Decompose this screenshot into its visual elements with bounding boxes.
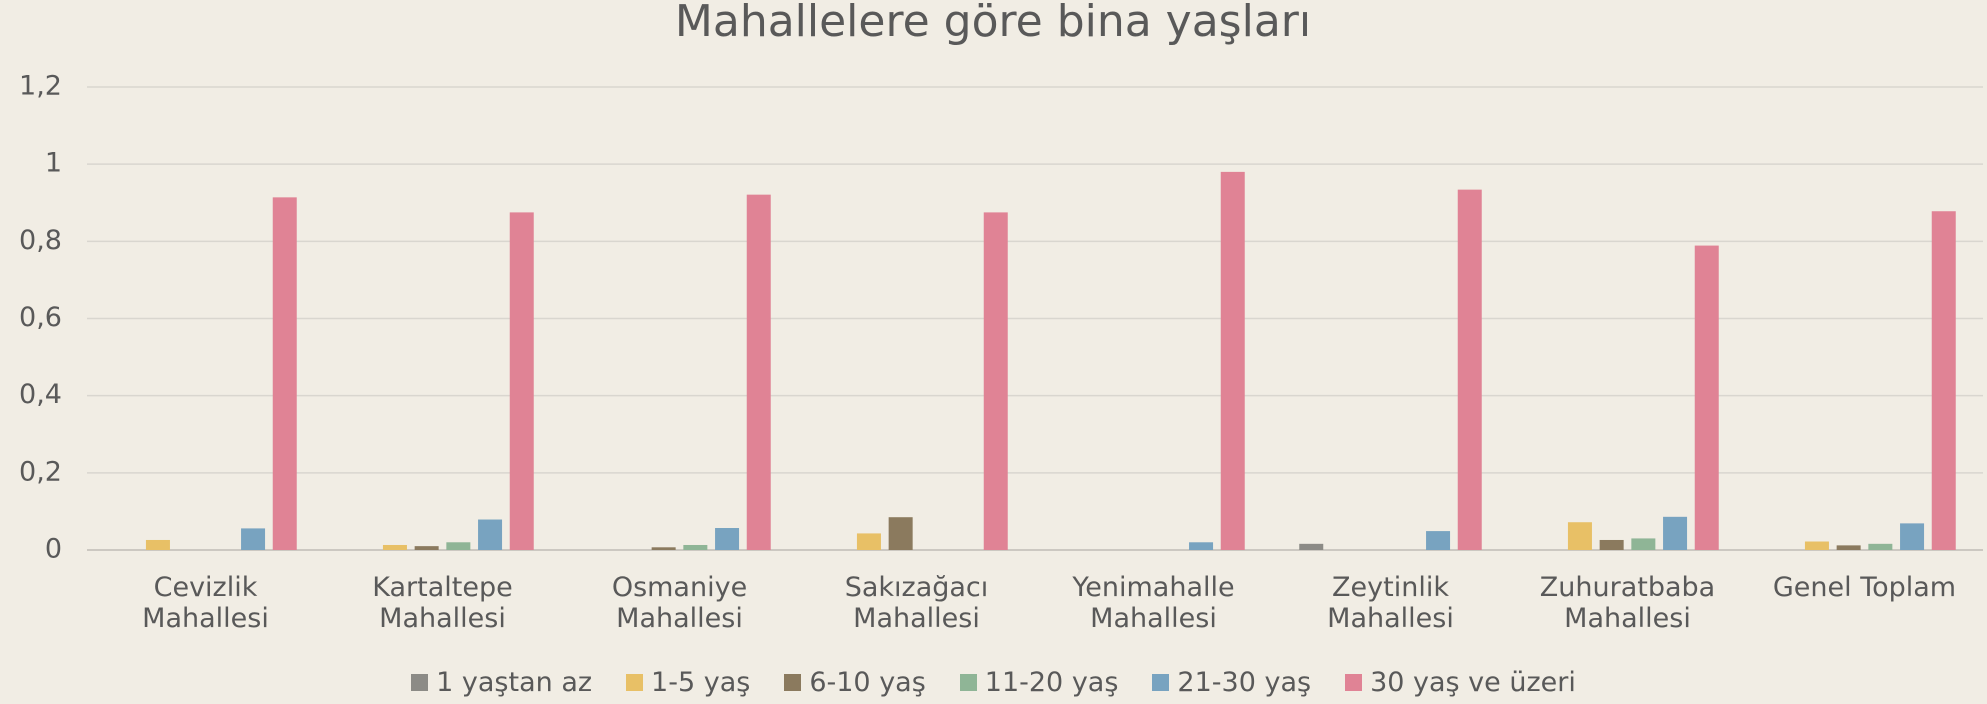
bar <box>241 528 266 550</box>
x-tick-label: Zuhuratbaba Mahallesi <box>1539 572 1716 634</box>
bar <box>382 544 407 550</box>
bar <box>856 533 881 550</box>
y-tick-label: 0,4 <box>19 379 62 410</box>
bar <box>1299 543 1324 550</box>
bar <box>746 194 771 550</box>
x-tick-label: Yenimahalle Mahallesi <box>1072 572 1235 634</box>
x-tick-label: Genel Toplam <box>1772 572 1957 603</box>
legend-swatch <box>1152 674 1170 691</box>
legend-swatch <box>959 674 977 691</box>
bar <box>446 542 471 550</box>
chart-title: Mahallelere göre bina yaşları <box>675 0 1311 47</box>
bar <box>272 197 297 550</box>
bar <box>715 528 740 550</box>
bar <box>1457 189 1482 551</box>
legend: 1 yaştan az 1-5 yaş 6-10 yaş 11-20 yaş 21-30… <box>0 667 1987 698</box>
bar <box>1931 211 1956 550</box>
x-tick-label: Osmaniye Mahallesi <box>611 572 748 634</box>
bar <box>478 519 503 550</box>
bar <box>1599 539 1624 550</box>
legend-label: 1-5 yaş <box>651 667 751 698</box>
legend-item: 11-20 yaş <box>959 667 1119 698</box>
legend-label: 30 yaş ve üzeri <box>1370 667 1576 698</box>
bar <box>509 212 534 551</box>
bar <box>983 212 1008 551</box>
bar <box>1900 523 1925 550</box>
bar <box>1836 545 1861 550</box>
bar <box>1663 516 1688 550</box>
y-tick-label: 0 <box>45 534 62 565</box>
legend-item: 30 yaş ve üzeri <box>1345 667 1576 698</box>
legend-swatch <box>411 674 429 691</box>
bar <box>1631 538 1656 550</box>
bar <box>1868 543 1893 550</box>
legend-label: 11-20 yaş <box>984 667 1119 698</box>
legend-label: 21-30 yaş <box>1177 667 1312 698</box>
legend-label: 6-10 yaş <box>809 667 926 698</box>
y-tick-label: 0,2 <box>19 456 62 487</box>
bar <box>1189 542 1214 550</box>
x-tick-label: Kartaltepe Mahallesi <box>372 572 513 634</box>
y-tick-label: 1 <box>45 148 62 179</box>
legend-item: 6-10 yaş <box>784 667 926 698</box>
legend-item: 1 yaştan az <box>411 667 592 698</box>
y-tick-label: 1,2 <box>19 71 62 102</box>
bar <box>1426 531 1451 550</box>
bar <box>888 517 913 550</box>
legend-label: 1 yaştan az <box>436 667 593 698</box>
x-tick-label: Cevizlik Mahallesi <box>142 572 269 634</box>
legend-swatch <box>784 674 802 691</box>
bar <box>1694 245 1719 550</box>
legend-swatch <box>1345 674 1363 691</box>
x-tick-label: Sakızağacı Mahallesi <box>844 572 989 634</box>
legend-item: 1-5 yaş <box>626 667 750 698</box>
legend-item: 21-30 yaş <box>1152 667 1311 698</box>
y-tick-label: 0,8 <box>19 225 62 256</box>
legend-swatch <box>626 674 644 691</box>
bar <box>1804 541 1829 550</box>
bar <box>145 539 170 550</box>
bar <box>651 547 676 550</box>
bar <box>1220 171 1245 550</box>
x-tick-label: Zeytinlik Mahallesi <box>1327 572 1454 634</box>
y-tick-label: 0,6 <box>19 302 62 333</box>
bar <box>683 544 708 550</box>
bar <box>1567 522 1592 550</box>
bar <box>414 546 439 550</box>
